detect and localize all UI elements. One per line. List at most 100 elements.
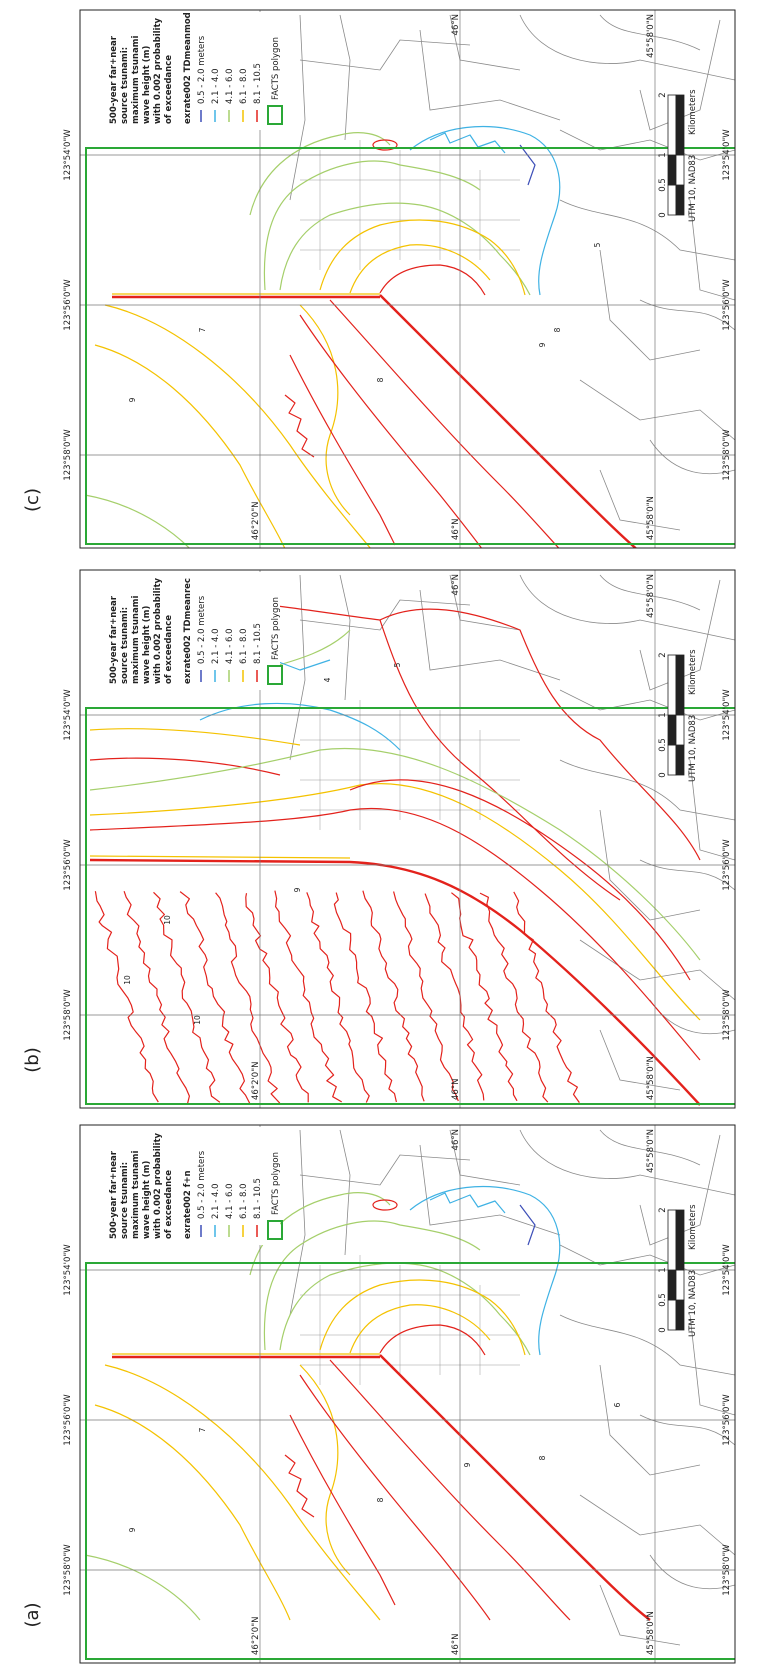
contour-label: 9 (293, 887, 302, 892)
contour-label: 9 (128, 397, 137, 402)
offshore-contour (306, 892, 370, 1103)
legend-label: 0.5 - 2.0 meters (197, 1150, 207, 1219)
contour-label: 10 (163, 915, 172, 925)
scale-segment (675, 744, 685, 776)
offshore-contour (179, 891, 251, 1105)
legend-title: source tsunami: (120, 607, 130, 684)
longitude-label: 123°56'0"W (722, 279, 732, 331)
legend-title: wave height (m) (142, 1161, 152, 1239)
legend-title: of exceedance (164, 1170, 174, 1239)
map-panel: 7 9 8 9 8 5 123°58'0"W 123°58'0"W 123°56'0"W 123°… (22, 9, 736, 549)
contour-label: 5 (393, 662, 402, 667)
longitude-label: 123°54'0"W (722, 1244, 732, 1296)
latitude-label: 45°58'0"N (646, 1056, 656, 1100)
offshore-contour (94, 891, 159, 1103)
scale-label: 0 (658, 772, 668, 777)
latitude-label: 45°58'0"N (646, 574, 656, 618)
scale-segment (675, 94, 685, 156)
longitude-label: 123°58'0"W (722, 429, 732, 481)
legend-background (82, 572, 280, 690)
facts-polygon (85, 707, 735, 1105)
latitude-label: 46°2'0"N (251, 1617, 261, 1656)
longitude-label: 123°54'0"W (63, 1244, 73, 1296)
legend-label: 6.1 - 8.0 (239, 68, 249, 104)
legend-swatch (267, 665, 283, 685)
legend-label: 6.1 - 8.0 (239, 1183, 249, 1219)
scale-label: 1 (658, 712, 668, 717)
legend-label: 6.1 - 8.0 (239, 628, 249, 664)
contour-label: 7 (198, 327, 207, 332)
offshore-contour (274, 890, 343, 1103)
legend-title: 500-year far+near (109, 1150, 119, 1239)
offshore-contour (245, 893, 309, 1103)
scale-segment (667, 154, 677, 186)
latitude-label: 46°2'0"N (251, 502, 261, 541)
legend-run: exrate002 TDmeanmod (183, 12, 193, 124)
longitude-label: 123°56'0"W (63, 839, 73, 891)
scale-unit: Kilometers (688, 1204, 698, 1250)
longitude-label: 123°56'0"W (722, 839, 732, 891)
scale-unit: Kilometers (688, 89, 698, 135)
legend-label: 2.1 - 4.0 (211, 1183, 221, 1219)
map-frame (79, 9, 736, 549)
legend-title: wave height (m) (142, 606, 152, 684)
scale-label: 2 (658, 652, 668, 657)
scale-label: 1 (658, 1267, 668, 1272)
scale-unit: Kilometers (688, 649, 698, 695)
scale-label: 0.5 (658, 178, 668, 192)
legend-title: wave height (m) (142, 46, 152, 124)
scale-label: 0.5 (658, 738, 668, 752)
contour-label: 9 (463, 1462, 472, 1467)
contour-label: 9 (538, 342, 547, 347)
legend-label: 2.1 - 4.0 (211, 68, 221, 104)
scale-segment (667, 654, 677, 716)
facts-polygon (85, 147, 735, 545)
panel-label: (a) (22, 1602, 43, 1627)
longitude-label: 123°58'0"W (722, 989, 732, 1041)
contour-label: 6 (613, 1402, 622, 1407)
offshore-contour (451, 892, 518, 1102)
legend-title: maximum tsunami (131, 35, 141, 124)
legend-title: with 0.002 probability (153, 1132, 163, 1239)
latitude-label: 46°N (451, 1129, 461, 1150)
legend-title: maximum tsunami (131, 595, 141, 684)
latitude-label: 46°N (451, 14, 461, 35)
legend-label: 8.1 - 10.5 (253, 1178, 263, 1219)
legend-background (82, 12, 280, 130)
offshore-contour (333, 892, 397, 1103)
scale-segment (675, 184, 685, 216)
scale-segment (667, 1269, 677, 1301)
scale-label: 0 (658, 212, 668, 217)
latitude-label: 45°58'0"N (646, 1611, 656, 1655)
contour-label: 10 (123, 975, 132, 985)
offshore-contour (479, 892, 549, 1103)
legend-run: exrate002 f+n (183, 1170, 193, 1239)
legend-title: 500-year far+near (109, 595, 119, 684)
longitude-label: 123°58'0"W (722, 1544, 732, 1596)
legend-title: source tsunami: (120, 47, 130, 124)
scale-label: 2 (658, 1207, 668, 1212)
legend-swatch (267, 1220, 283, 1240)
scale-label: 2 (658, 92, 668, 97)
scale-segment (675, 1299, 685, 1331)
scale-segment (675, 1269, 685, 1301)
contour-label: 8 (376, 377, 385, 382)
contour-label: 8 (376, 1497, 385, 1502)
legend-swatch (267, 105, 283, 125)
datum-label: UTM 10, NAD83 (688, 155, 698, 222)
legend-title: of exceedance (164, 615, 174, 684)
legend-background (82, 1127, 280, 1245)
scale-segment (667, 94, 677, 156)
longitude-label: 123°54'0"W (63, 689, 73, 741)
contour-label: 10 (193, 1015, 202, 1025)
offshore-contour (362, 890, 425, 1102)
legend-title: 500-year far+near (109, 35, 119, 124)
legend-label: FACTS polygon (271, 597, 281, 660)
legend-label: 4.1 - 6.0 (225, 628, 235, 664)
legend-title: maximum tsunami (131, 1150, 141, 1239)
scale-segment (675, 154, 685, 186)
offshore-contour (513, 891, 580, 1103)
scale-label: 0.5 (658, 1293, 668, 1307)
scale-segment (667, 1209, 677, 1271)
